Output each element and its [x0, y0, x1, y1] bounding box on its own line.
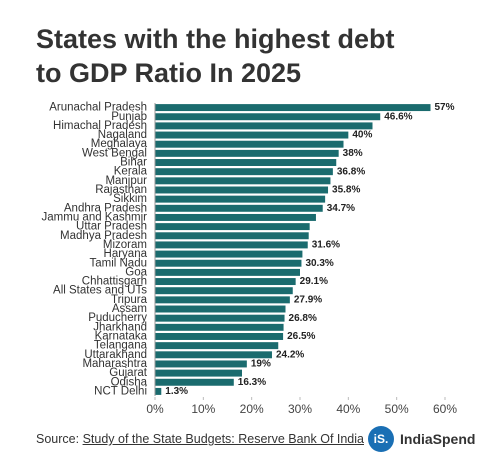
bar [155, 186, 329, 194]
bar [155, 122, 373, 130]
bar [155, 278, 296, 286]
value-label: 30.3% [305, 258, 333, 269]
bar [155, 323, 284, 331]
y-tick-label: Goa [125, 266, 147, 278]
x-tick-label: 50% [385, 402, 409, 416]
bar [155, 378, 234, 386]
y-tick-label: Puducherry [88, 312, 147, 324]
source-line: Source: Study of the State Budgets: Rese… [36, 432, 364, 446]
y-tick-label: Rajasthan [95, 184, 147, 196]
value-label: 19% [251, 359, 271, 370]
value-label: 29.1% [300, 276, 328, 287]
bar [155, 131, 349, 139]
x-tick-label: 0% [146, 402, 164, 416]
bar [155, 213, 316, 221]
y-tick-label: Sikkim [113, 193, 147, 205]
x-tick-label: 30% [288, 402, 312, 416]
bar [155, 149, 339, 157]
brand: iS. IndiaSpend [368, 426, 475, 452]
y-tick-label: Kerala [114, 166, 148, 178]
x-tick-label: 40% [336, 402, 360, 416]
y-tick-label: Manipur [105, 175, 147, 187]
value-label: 34.7% [327, 203, 355, 214]
y-tick-label: Jammu and Kashmir [42, 211, 148, 223]
bar [155, 259, 302, 267]
bar [155, 250, 303, 258]
bar [155, 104, 431, 112]
bar [155, 168, 333, 176]
y-tick-label: Chhattisgarh [82, 276, 147, 288]
value-label: 46.6% [384, 111, 412, 122]
source-label: Source: [36, 432, 80, 446]
value-label: 24.2% [276, 349, 304, 360]
x-tick-label: 20% [240, 402, 264, 416]
bar [155, 140, 344, 148]
bar [155, 287, 293, 295]
bar [155, 305, 286, 313]
value-label: 35.8% [332, 185, 360, 196]
bar [155, 314, 285, 322]
bar [155, 223, 310, 231]
y-tick-label: Tamil Nadu [89, 257, 147, 269]
y-tick-label: Uttar Pradesh [76, 221, 147, 233]
value-label: 36.8% [337, 166, 365, 177]
y-tick-label: Mizoram [103, 239, 147, 251]
bar [155, 204, 323, 212]
value-label: 27.9% [294, 295, 322, 306]
y-tick-label: Uttarakhand [84, 349, 147, 361]
chart-title: States with the highest debt to GDP Rati… [36, 24, 395, 88]
bar [155, 296, 290, 304]
y-tick-label: Telangana [94, 340, 148, 352]
bar [155, 333, 284, 340]
y-tick-label: Madhya Pradesh [60, 230, 147, 242]
logo: iS. [368, 426, 394, 452]
y-tick-label: Bihar [120, 157, 147, 169]
y-tick-label: Haryana [104, 248, 148, 260]
bar [155, 342, 279, 350]
bar [155, 387, 162, 395]
source-link[interactable]: Study of the State Budgets: Reserve Bank… [82, 432, 364, 446]
value-label: 31.6% [312, 240, 340, 251]
y-tick-label: Odisha [111, 376, 148, 388]
y-tick-label: Tripura [111, 294, 148, 306]
value-label: 16.3% [238, 377, 266, 388]
y-tick-label: Himachal Pradesh [53, 120, 147, 132]
y-tick-label: Jharkhand [93, 321, 147, 333]
y-tick-label: Karnataka [95, 331, 148, 343]
y-tick-label: West Bengal [82, 147, 147, 159]
value-label: 38% [343, 148, 363, 159]
bar [155, 369, 242, 377]
bar [155, 177, 331, 185]
bar [155, 360, 247, 368]
bar [155, 268, 300, 276]
bar [155, 113, 381, 121]
value-label: 1.3% [165, 386, 188, 397]
bar [155, 195, 326, 203]
x-tick-label: 60% [433, 402, 457, 416]
y-tick-label: NCT Delhi [94, 385, 147, 397]
value-label: 57% [435, 102, 455, 113]
y-tick-label: Gujarat [109, 367, 148, 379]
brand-name: IndiaSpend [400, 431, 476, 447]
x-tick-label: 10% [191, 402, 215, 416]
y-tick-label: All States and UTs [53, 285, 147, 297]
value-label: 26.5% [287, 331, 315, 342]
y-tick-label: Assam [112, 303, 147, 315]
bar [155, 159, 337, 166]
y-tick-label: Andhra Pradesh [64, 202, 147, 214]
bar [155, 351, 272, 359]
y-tick-label: Punjab [111, 111, 147, 123]
y-tick-label: Maharashtra [82, 358, 147, 370]
y-tick-label: Meghalaya [91, 138, 148, 150]
bar [155, 232, 309, 240]
bar [155, 241, 308, 249]
value-label: 40% [352, 130, 372, 141]
y-tick-label: Arunachal Pradesh [49, 102, 147, 114]
value-label: 26.8% [289, 313, 317, 324]
y-tick-label: Nagaland [98, 129, 147, 141]
